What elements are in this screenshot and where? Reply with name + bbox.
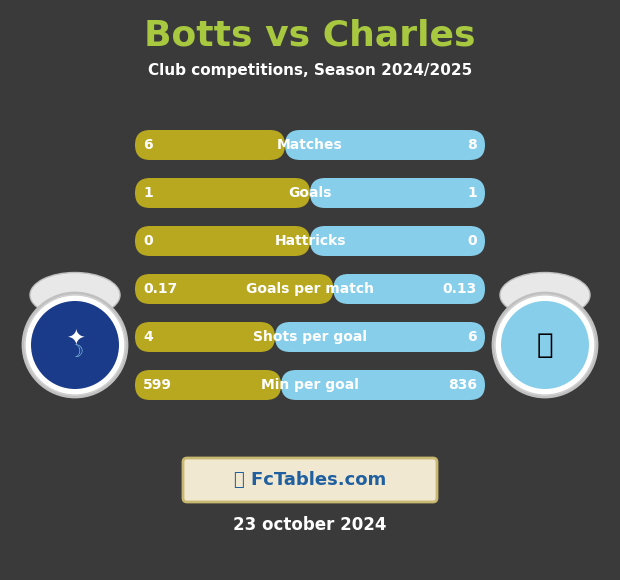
Text: Botts vs Charles: Botts vs Charles (144, 18, 476, 52)
FancyBboxPatch shape (310, 178, 485, 208)
Text: 836: 836 (448, 378, 477, 392)
Circle shape (501, 301, 589, 389)
FancyBboxPatch shape (183, 458, 437, 502)
FancyBboxPatch shape (334, 274, 485, 304)
Text: 23 october 2024: 23 october 2024 (233, 516, 387, 534)
Text: Matches: Matches (277, 138, 343, 152)
Text: Goals per match: Goals per match (246, 282, 374, 296)
Text: ☽: ☽ (68, 343, 82, 361)
Text: Min per goal: Min per goal (261, 378, 359, 392)
FancyBboxPatch shape (135, 370, 281, 400)
Circle shape (25, 295, 125, 395)
FancyBboxPatch shape (135, 178, 310, 208)
Text: 0.17: 0.17 (143, 282, 177, 296)
Text: 1: 1 (143, 186, 153, 200)
Text: 8: 8 (467, 138, 477, 152)
Circle shape (31, 301, 119, 389)
Text: 599: 599 (143, 378, 172, 392)
FancyBboxPatch shape (135, 274, 334, 304)
Ellipse shape (30, 273, 120, 317)
Text: 📊 FcTables.com: 📊 FcTables.com (234, 471, 386, 489)
Text: 6: 6 (143, 138, 153, 152)
Text: ✦: ✦ (66, 330, 84, 350)
Text: Club competitions, Season 2024/2025: Club competitions, Season 2024/2025 (148, 63, 472, 78)
FancyBboxPatch shape (281, 370, 485, 400)
Text: Shots per goal: Shots per goal (253, 330, 367, 344)
Text: 0.13: 0.13 (443, 282, 477, 296)
Text: 0: 0 (143, 234, 153, 248)
Text: 0: 0 (467, 234, 477, 248)
Circle shape (23, 293, 127, 397)
FancyBboxPatch shape (135, 226, 310, 256)
FancyBboxPatch shape (135, 322, 275, 352)
Circle shape (495, 295, 595, 395)
Text: 🦉: 🦉 (537, 331, 553, 359)
Text: 1: 1 (467, 186, 477, 200)
FancyBboxPatch shape (285, 130, 485, 160)
Text: Goals: Goals (288, 186, 332, 200)
FancyBboxPatch shape (275, 322, 485, 352)
FancyBboxPatch shape (310, 226, 485, 256)
Circle shape (493, 293, 597, 397)
Text: 6: 6 (467, 330, 477, 344)
FancyBboxPatch shape (135, 130, 285, 160)
Ellipse shape (500, 273, 590, 317)
Text: 4: 4 (143, 330, 153, 344)
Text: Hattricks: Hattricks (274, 234, 346, 248)
